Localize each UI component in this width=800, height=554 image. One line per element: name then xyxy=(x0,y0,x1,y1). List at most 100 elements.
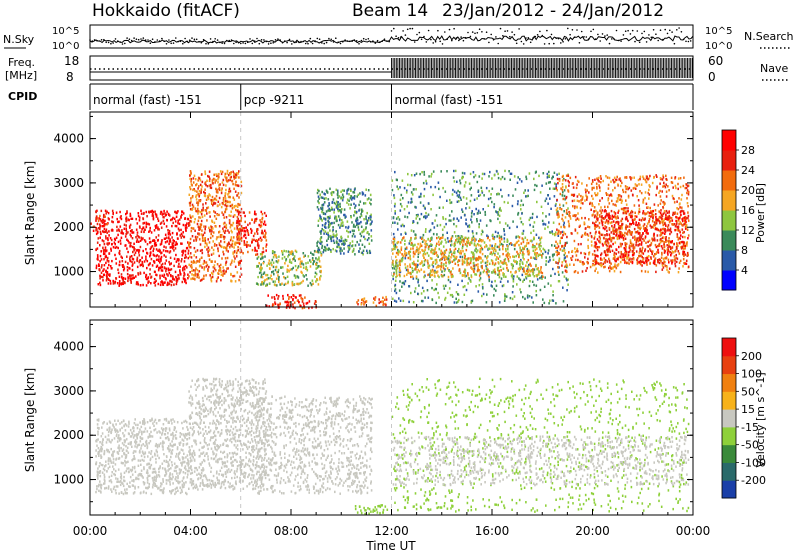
range-gate-cell xyxy=(142,226,145,229)
range-gate-cell xyxy=(401,238,403,242)
range-gate-cell xyxy=(596,193,599,197)
range-gate-cell xyxy=(226,244,229,247)
range-gate-cell xyxy=(528,249,530,252)
range-gate-cell xyxy=(301,260,303,263)
range-gate-cell xyxy=(490,259,493,262)
range-gate-cell xyxy=(254,246,256,250)
range-gate-cell xyxy=(153,277,156,281)
nsearch-point xyxy=(550,33,553,36)
range-gate-cell xyxy=(173,239,175,243)
range-gate-cell xyxy=(459,196,462,199)
range-gate-cell xyxy=(530,269,533,272)
range-gate-cell xyxy=(336,245,338,249)
range-gate-cell xyxy=(422,299,424,303)
range-gate-cell xyxy=(317,240,319,243)
range-gate-cell xyxy=(208,175,210,178)
range-gate-cell xyxy=(651,181,654,185)
range-gate-cell xyxy=(637,212,640,215)
range-gate-cell xyxy=(226,204,229,207)
range-gate-cell xyxy=(401,223,404,227)
range-gate-cell xyxy=(103,251,105,254)
range-gate-cell xyxy=(212,270,215,273)
range-gate-cell xyxy=(228,214,230,217)
range-gate-cell xyxy=(472,171,475,174)
range-gate-cell xyxy=(95,264,98,267)
range-gate-cell xyxy=(591,264,594,267)
range-gate-cell xyxy=(328,247,331,251)
range-gate-cell xyxy=(197,201,200,204)
range-gate-cell xyxy=(447,278,450,282)
range-gate-cell xyxy=(467,261,470,265)
range-gate-cell xyxy=(544,223,547,226)
range-gate-cell xyxy=(277,295,280,298)
range-gate-cell xyxy=(476,249,479,252)
nsearch-point xyxy=(158,40,161,42)
range-gate-cell xyxy=(445,241,447,244)
range-gate-cell xyxy=(192,274,195,277)
range-gate-cell xyxy=(184,227,187,230)
range-gate-cell xyxy=(450,243,453,246)
range-gate-cell xyxy=(464,243,467,246)
range-gate-cell xyxy=(344,242,346,245)
range-gate-cell xyxy=(422,253,425,256)
range-gate-cell xyxy=(108,230,110,233)
nsearch-point xyxy=(110,42,112,45)
range-gate-cell xyxy=(397,241,399,244)
range-gate-cell xyxy=(95,266,98,270)
range-gate-cell xyxy=(431,273,433,277)
range-gate-cell xyxy=(430,270,433,273)
range-gate-cell xyxy=(428,266,430,269)
range-gate-cell xyxy=(433,250,436,254)
range-gate-cell xyxy=(275,260,278,263)
range-gate-cell xyxy=(237,220,239,223)
range-gate-cell xyxy=(668,242,670,245)
range-gate-cell xyxy=(164,241,167,244)
range-gate-cell xyxy=(332,191,335,194)
nsearch-point xyxy=(481,31,483,33)
range-gate-cell xyxy=(192,215,194,218)
range-gate-cell xyxy=(198,276,200,279)
range-gate-cell xyxy=(615,200,618,203)
range-gate-cell xyxy=(104,215,106,218)
range-gate-cell xyxy=(324,249,327,252)
range-gate-cell xyxy=(455,191,458,194)
nsearch-point xyxy=(188,39,191,41)
nsearch-point xyxy=(96,40,98,42)
range-gate-cell xyxy=(469,188,471,191)
range-gate-cell xyxy=(512,285,514,288)
range-gate-cell xyxy=(327,204,329,208)
range-gate-cell xyxy=(493,271,495,274)
range-gate-cell xyxy=(473,264,476,267)
range-gate-cell xyxy=(319,278,321,281)
range-gate-cell xyxy=(116,225,118,229)
range-gate-cell xyxy=(167,274,169,277)
range-gate-cell xyxy=(187,249,190,252)
range-gate-cell xyxy=(261,276,264,279)
range-gate-cell xyxy=(219,267,221,270)
range-gate-cell xyxy=(662,200,664,204)
range-gate-cell xyxy=(416,221,419,225)
range-gate-cell xyxy=(502,247,504,251)
range-gate-cell xyxy=(114,238,117,241)
range-gate-cell xyxy=(481,252,484,256)
range-gate-cell xyxy=(677,219,680,222)
range-gate-cell xyxy=(337,245,339,248)
range-gate-cell xyxy=(136,281,139,284)
range-gate-cell xyxy=(460,249,462,253)
range-gate-cell xyxy=(188,224,190,227)
range-gate-cell xyxy=(464,214,466,217)
range-gate-cell xyxy=(118,263,121,267)
range-gate-cell xyxy=(317,246,320,250)
range-gate-cell xyxy=(599,175,602,178)
range-gate-cell xyxy=(198,185,200,188)
range-gate-cell xyxy=(152,249,154,253)
range-gate-cell xyxy=(519,267,522,271)
range-gate-cell xyxy=(516,225,518,229)
range-gate-cell xyxy=(562,233,564,237)
range-gate-cell xyxy=(576,183,578,186)
range-gate-cell xyxy=(571,232,573,235)
range-gate-cell xyxy=(547,260,550,263)
range-gate-cell xyxy=(198,199,200,202)
range-gate-cell xyxy=(455,255,458,259)
range-gate-cell xyxy=(346,201,348,204)
